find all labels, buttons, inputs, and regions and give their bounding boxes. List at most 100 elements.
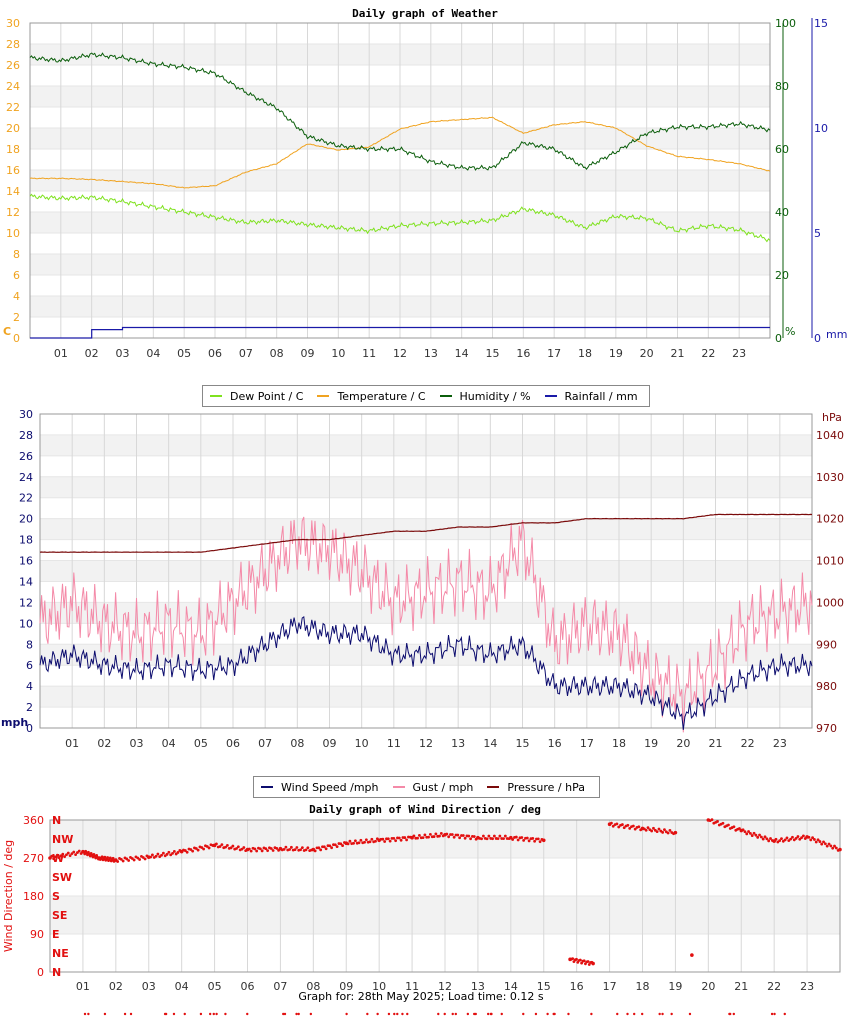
direction-point xyxy=(189,848,193,851)
x-tick-label: 08 xyxy=(270,347,284,360)
x-tick-label: 19 xyxy=(609,347,623,360)
x-tick-label: 01 xyxy=(76,980,90,993)
y-tick-label-temp: 12 xyxy=(6,206,20,219)
direction-point xyxy=(822,840,825,844)
y-tick-label-wind: 6 xyxy=(26,659,33,672)
compass-label: SW xyxy=(52,871,72,884)
direction-point xyxy=(820,842,824,846)
x-tick-label: 06 xyxy=(241,980,255,993)
legend-label-pressure: Pressure / hPa xyxy=(507,780,585,794)
direction-point xyxy=(63,855,67,859)
y-tick-label-temp: 26 xyxy=(6,59,20,72)
y-tick-label-temp: 28 xyxy=(6,38,20,51)
direction-point xyxy=(68,854,72,858)
humidity-line xyxy=(29,52,771,171)
footer-text: Graph for: 28th May 2025; Load time: 0.1… xyxy=(298,990,544,1003)
direction-point xyxy=(655,830,659,834)
legend-item-wind-speed: Wind Speed /mph xyxy=(254,781,386,794)
x-tick-label: 10 xyxy=(355,737,369,750)
wind-speed-swatch xyxy=(261,786,273,788)
direction-point xyxy=(258,847,262,851)
direction-point xyxy=(496,837,500,841)
direction-point xyxy=(668,828,672,832)
direction-rug-point xyxy=(164,1012,168,1016)
direction-point xyxy=(646,826,650,829)
direction-point xyxy=(615,822,619,826)
direction-point xyxy=(802,834,805,838)
x-tick-label: 12 xyxy=(393,347,407,360)
direction-point xyxy=(533,839,537,843)
direction-rug-point xyxy=(103,1012,107,1016)
plot-border xyxy=(29,22,771,339)
direction-rug-point xyxy=(123,1012,127,1016)
direction-point xyxy=(106,856,110,859)
direction-point xyxy=(167,850,171,854)
direction-point xyxy=(485,837,489,841)
direction-point xyxy=(386,837,390,841)
legend-label-temperature: Temperature / C xyxy=(337,389,426,403)
direction-point xyxy=(335,845,339,849)
x-tick-label: 16 xyxy=(570,980,584,993)
direction-point xyxy=(522,838,526,842)
y-tick-label-rainfall: 5 xyxy=(814,227,821,240)
direction-point xyxy=(469,837,473,841)
direction-rug-point xyxy=(199,1012,203,1016)
direction-point xyxy=(196,848,200,852)
x-tick-label: 14 xyxy=(504,980,518,993)
direction-rug-point xyxy=(443,1012,446,1016)
x-tick-label: 12 xyxy=(419,737,433,750)
x-tick-label: 07 xyxy=(258,737,272,750)
direction-rug-point xyxy=(466,1012,470,1016)
x-tick-label: 10 xyxy=(372,980,386,993)
direction-point xyxy=(652,826,655,830)
direction-point xyxy=(769,837,772,840)
direction-point xyxy=(247,847,251,851)
direction-point xyxy=(834,846,838,850)
direction-point xyxy=(809,838,813,842)
x-tick-label: 01 xyxy=(54,347,68,360)
direction-point xyxy=(50,854,54,858)
direction-point xyxy=(727,823,730,827)
direction-point xyxy=(264,847,268,851)
direction-point xyxy=(176,851,180,854)
direction-point xyxy=(357,841,361,845)
direction-point xyxy=(359,838,363,842)
x-tick-label: 02 xyxy=(109,980,123,993)
x-tick-label: 08 xyxy=(290,737,304,750)
y-tick-label-wind: 24 xyxy=(19,471,33,484)
legend-item-gust: Gust / mph xyxy=(386,781,481,794)
x-tick-label: 15 xyxy=(537,980,551,993)
direction-point xyxy=(282,848,286,851)
plot-border xyxy=(49,819,841,973)
y-tick-label-humidity: 60 xyxy=(775,143,789,156)
x-tick-label: 23 xyxy=(773,737,787,750)
direction-point xyxy=(165,852,169,856)
direction-point xyxy=(423,833,427,837)
direction-point xyxy=(381,837,385,841)
direction-point xyxy=(661,830,665,834)
direction-point xyxy=(758,833,761,837)
direction-rug-point xyxy=(567,1012,570,1016)
direction-point xyxy=(255,849,259,853)
direction-point xyxy=(525,836,529,840)
legend-label-rainfall: Rainfall / mm xyxy=(564,389,638,403)
legend-item-dew-point: Dew Point / C xyxy=(203,390,310,403)
direction-point xyxy=(125,857,129,861)
direction-rug-point xyxy=(626,1012,629,1016)
direction-rug-point xyxy=(632,1012,636,1016)
direction-point xyxy=(218,845,222,848)
direction-point xyxy=(330,846,334,850)
x-tick-label: 05 xyxy=(208,980,222,993)
direction-rug-point xyxy=(658,1012,661,1016)
direction-point xyxy=(631,824,635,828)
x-tick-label: 04 xyxy=(162,737,176,750)
direction-rug-point xyxy=(309,1012,313,1016)
direction-point xyxy=(341,844,344,847)
direction-point xyxy=(299,848,302,852)
direction-point xyxy=(313,849,317,853)
y-tick-label-temp: 4 xyxy=(13,290,20,303)
wind-direction-chart-title: Daily graph of Wind Direction / deg xyxy=(309,803,541,816)
direction-point xyxy=(591,961,595,966)
wind-unit-label: mph xyxy=(1,716,28,729)
direction-point xyxy=(452,835,456,839)
